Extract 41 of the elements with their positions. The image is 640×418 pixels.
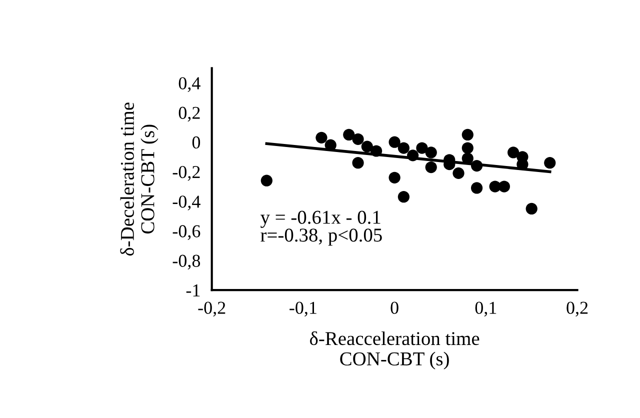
y-axis-title: δ-Deceleration time CON-CBT (s) xyxy=(120,102,158,256)
y-tick-label: -1 xyxy=(186,284,200,296)
x-tick-label: -0,2 xyxy=(198,302,226,317)
point xyxy=(462,142,474,154)
x-tick-label: 0,2 xyxy=(566,302,588,317)
point xyxy=(398,142,410,154)
point xyxy=(462,128,474,141)
point xyxy=(388,136,400,148)
y-tick-label: 0,2 xyxy=(178,106,200,122)
point xyxy=(398,191,410,203)
annotation: y = -0.61x - 0.1 xyxy=(260,210,380,228)
point xyxy=(508,146,520,158)
x-tick-label: 0 xyxy=(390,302,398,314)
point xyxy=(425,146,437,158)
point xyxy=(452,167,464,180)
y-tick-label: -0,4 xyxy=(172,196,200,210)
point xyxy=(470,182,483,194)
y-tick-label: -0,6 xyxy=(172,225,200,240)
point xyxy=(343,128,355,141)
y-tick-label: -0,8 xyxy=(172,254,200,270)
point xyxy=(370,145,382,157)
point xyxy=(316,132,328,144)
point xyxy=(425,161,437,174)
point xyxy=(544,157,556,169)
point xyxy=(470,160,483,172)
y-tick-label: 0,4 xyxy=(178,77,200,92)
y-tick-label: -0,2 xyxy=(172,166,200,181)
x-tick-label: 0,1 xyxy=(475,302,496,317)
point xyxy=(388,172,400,184)
y-tick-label: 0 xyxy=(192,136,200,149)
point xyxy=(416,142,428,154)
x-axis-title: δ-Reacceleration time CON-CBT (s) xyxy=(310,331,480,370)
point xyxy=(407,150,419,162)
point xyxy=(361,140,373,152)
point xyxy=(352,157,364,169)
annotation: r=-0.38, p<0.05 xyxy=(260,228,382,246)
point xyxy=(352,133,364,145)
x-tick-label: -0,1 xyxy=(290,302,316,317)
point xyxy=(498,180,510,192)
point xyxy=(260,174,272,186)
point xyxy=(526,202,538,215)
